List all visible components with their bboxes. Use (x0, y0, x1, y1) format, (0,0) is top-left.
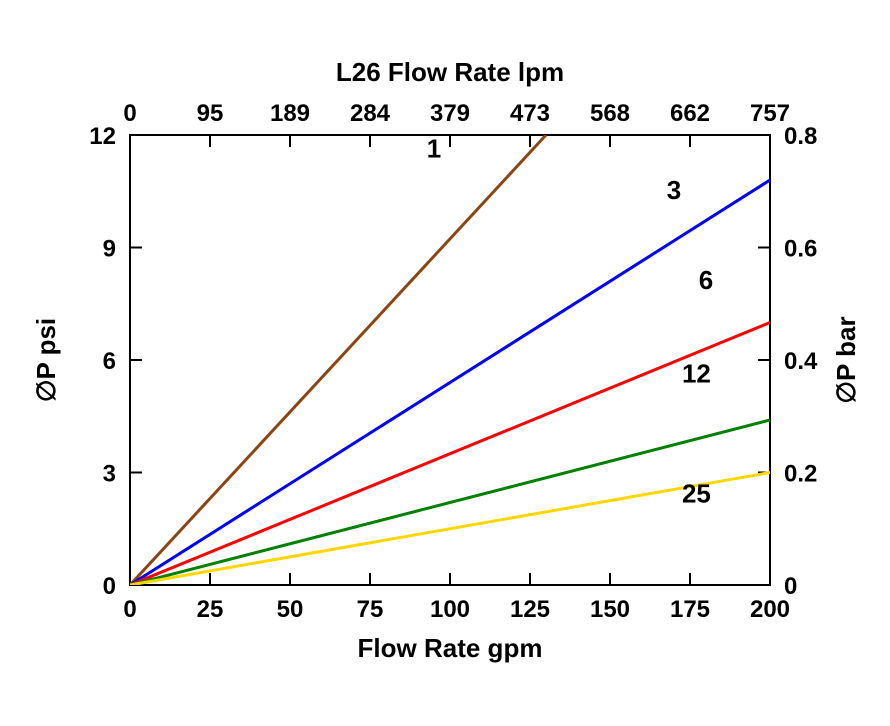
x-bottom-tick-label: 0 (123, 596, 136, 623)
y-right-tick-label: 0 (784, 573, 797, 600)
x-axis-label-bottom: Flow Rate gpm (358, 633, 543, 663)
x-bottom-tick-label: 50 (277, 596, 304, 623)
x-bottom-tick-label: 75 (357, 596, 384, 623)
line-chart: 0255075100125150175200095189284379473568… (0, 0, 890, 726)
x-top-tick-label: 379 (430, 100, 470, 127)
series-label: 25 (682, 479, 711, 509)
y-right-tick-label: 0.8 (784, 123, 817, 150)
x-bottom-tick-label: 25 (197, 596, 224, 623)
x-top-tick-label: 0 (123, 100, 136, 127)
x-top-tick-label: 95 (197, 100, 224, 127)
x-top-tick-label: 473 (510, 100, 550, 127)
x-top-tick-label: 568 (590, 100, 630, 127)
x-bottom-tick-label: 200 (750, 596, 790, 623)
y-left-tick-label: 9 (103, 236, 116, 263)
x-bottom-tick-label: 175 (670, 596, 710, 623)
series-label: 3 (667, 175, 681, 205)
y-left-tick-label: 3 (103, 461, 116, 488)
series-label: 6 (699, 265, 713, 295)
series-label: 12 (682, 359, 711, 389)
chart-container: 0255075100125150175200095189284379473568… (0, 0, 890, 726)
y-axis-label-right: ∅P bar (831, 316, 861, 403)
x-top-tick-label: 189 (270, 100, 310, 127)
x-bottom-tick-label: 100 (430, 596, 470, 623)
x-top-tick-label: 284 (350, 100, 391, 127)
x-bottom-tick-label: 125 (510, 596, 550, 623)
y-right-tick-label: 0.6 (784, 236, 817, 263)
y-left-tick-label: 6 (103, 348, 116, 375)
x-top-tick-label: 662 (670, 100, 710, 127)
x-bottom-tick-label: 150 (590, 596, 630, 623)
y-right-tick-label: 0.2 (784, 461, 817, 488)
y-left-tick-label: 0 (103, 573, 116, 600)
series-label: 1 (427, 134, 441, 164)
chart-title-top: L26 Flow Rate lpm (336, 57, 564, 87)
y-right-tick-label: 0.4 (784, 348, 818, 375)
y-axis-label-left: ∅P psi (31, 318, 61, 402)
y-left-tick-label: 12 (89, 123, 116, 150)
